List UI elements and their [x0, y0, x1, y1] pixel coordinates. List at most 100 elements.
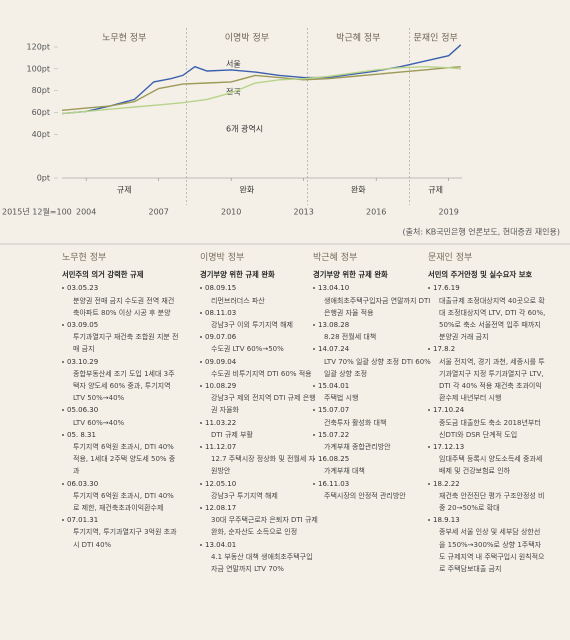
item-date: 16.11.03 [313, 478, 431, 490]
item-text: 12.7 주택시장 정상화 및 전월세 지원방안 [211, 455, 315, 476]
item-date: 12.05.10 [200, 478, 318, 490]
x-tick-label: 2013 [294, 208, 314, 217]
item-text: 주택시장의 안정적 관리방안 [324, 491, 406, 500]
item-date: 17.6.19 [428, 282, 546, 294]
item-date: 13.04.10 [313, 282, 431, 294]
item-text: 종합부동산세 조기 도입 1세대 3주택자 양도세 60% 중과, 투기지역 L… [73, 369, 175, 403]
item-text: 서울 전지역, 경기 과천, 세종시를 투기과열지구 지정 투기과열지구 LTV… [439, 357, 545, 403]
item-date: 06.03.30 [62, 478, 180, 490]
item-date: 09.09.04 [200, 356, 318, 368]
item-text: LTV 70% 일괄 상향 조정 DTI 60% 일괄 상향 조정 [324, 357, 431, 378]
item-date: 16.08.25 [313, 453, 431, 465]
item-date: 13.08.28 [313, 319, 431, 331]
item-date: 03.05.23 [62, 282, 180, 294]
item-text: 투기지역, 투기과열지구 3억원 초과시 DTI 40% [73, 528, 177, 549]
column-heading: 노무현 정부 [62, 253, 107, 263]
item-date: 17.12.13 [428, 441, 546, 453]
item-date: 11.03.22 [200, 417, 318, 429]
item-text: 강남3구 투기지역 해제 [211, 491, 278, 500]
y-tick-label: 60pt [32, 108, 50, 117]
period-policy: 완화 [351, 186, 366, 195]
item-text: 임대주택 등록시 양도소득세 중과세 배제 및 건강보험료 인하 [439, 455, 543, 476]
item-date: 15.07.07 [313, 404, 431, 416]
item-date: 05. 8.31 [62, 429, 180, 441]
y-tick-label: 100pt [27, 64, 50, 73]
item-text: 재건축 안전진단 평가 구조안정성 비중 20→50%로 확대 [439, 491, 545, 513]
column-summary: 서민주의 의거 강력한 규제 [62, 270, 144, 280]
y-tick-label: 0pt [37, 174, 50, 183]
item-date: 05.06.30 [62, 404, 180, 416]
item-date: 08.11.03 [200, 307, 318, 319]
source: (출처: KB국민은행 언론보도, 현대증권 재인용) [402, 227, 560, 237]
item-date: 15.07.22 [313, 429, 431, 441]
base-note: 2015년 12월=100 [2, 207, 72, 217]
item-date: 17.8.2 [428, 343, 546, 355]
item-text: 강남3구 제외 전지역 DTI 규제 은행권 자율화 [211, 394, 316, 415]
item-text: LTV 60%→40% [73, 418, 125, 427]
item-text: 분양권 전매 금지 수도권 전역 재건축아파트 80% 이상 시공 후 분양 [73, 296, 175, 317]
item-date: 07.01.31 [62, 514, 180, 526]
line [61, 66, 461, 111]
item-date: 18.9.13 [428, 514, 546, 526]
y-tick-label: 80pt [32, 86, 50, 95]
item-text: 대출규제 조정대상지역 40곳으로 확대 조정대상지역 LTV, DTI 각 6… [439, 296, 546, 342]
item-date: 13.04.01 [200, 539, 318, 551]
series-label: 서울 [226, 60, 241, 69]
chart: 2015년 12월=100 (출처: KB국민은행 언론보도, 현대증권 재인용… [0, 28, 570, 245]
line [61, 65, 461, 115]
x-tick-label: 2019 [439, 208, 459, 217]
item-date: 09.07.06 [200, 331, 318, 343]
period-policy: 규제 [117, 186, 132, 195]
item-date: 10.08.29 [200, 380, 318, 392]
x-tick-label: 2016 [366, 208, 386, 217]
period-name: 박근혜 정부 [336, 32, 380, 44]
policy-column: 박근혜 정부 경기부양 위한 규제 완화 13.04.10 생애최초주택구입자금 연말… [313, 252, 431, 502]
y-tick-label: 120pt [27, 43, 50, 52]
item-date: 08.09.15 [200, 282, 318, 294]
item-text: 수도권 LTV 60%→50% [211, 345, 284, 354]
item-text: 가계부채 종합관리방안 [324, 443, 391, 452]
item-date: 15.04.01 [313, 380, 431, 392]
item-date: 03.10.29 [62, 356, 180, 368]
period-policy: 완화 [240, 186, 255, 195]
item-text: 생애최초주택구입자금 연말까지 DTI 은행권 자율 적용 [324, 296, 431, 317]
item-text: DTI 규제 부활 [211, 430, 253, 439]
item-date: 14.07.24 [313, 343, 431, 355]
item-date: 03.09.05 [62, 319, 180, 331]
item-date: 12.08.17 [200, 502, 318, 514]
column-heading: 이명박 정부 [200, 253, 245, 263]
item-text: 30대 무주택근로자 은퇴자 DTI 규제 완화, 순자산도 소득으로 인정 [211, 516, 318, 537]
item-text: 가계부채 대책 [324, 467, 365, 476]
y-tick-label: 40pt [32, 130, 50, 139]
period-name: 이명박 정부 [225, 33, 269, 44]
item-text: 종부세 서울 인상 및 세부담 상한선을 150%→300%로 상향 1주택자도… [439, 528, 545, 574]
item-text: 투기과열지구 재건축 조합원 지분 전매 금지 [73, 333, 179, 354]
column-summary: 경기부양 위한 규제 완화 [200, 270, 275, 280]
column-heading: 문재인 정부 [428, 253, 473, 263]
item-text: 수도권 비투기지역 DTI 60% 적용 [211, 369, 312, 378]
item-text: 투기지역 6억원 초과시, DTI 40% 적용, 1세대 2주택 양도세 50… [73, 443, 176, 476]
series-label: 6개 광역시 [226, 124, 263, 134]
x-tick-label: 2010 [221, 208, 241, 217]
item-text: 주택법 시행 [324, 394, 359, 403]
item-date: 17.10.24 [428, 404, 546, 416]
x-tick-label: 2004 [76, 208, 96, 217]
item-text: 4.1 부동산 대책 생애최초주택구입자금 연말까지 LTV 70% [211, 552, 313, 574]
item-date: 11.12.07 [200, 441, 318, 453]
period-policy: 규제 [428, 186, 443, 195]
x-tick-label: 2007 [148, 208, 168, 217]
item-text: 투기지역 6억원 초과시, DTI 40%로 제한, 재건축초과이익환수제 [73, 491, 174, 513]
item-date: 18.2.22 [428, 478, 546, 490]
policy-column: 문재인 정부 서민의 주거안정 및 실수요자 보호 17.6.19 대출규제 조정대상… [428, 252, 546, 575]
item-text: 리먼브러더스 파산 [211, 296, 265, 305]
item-text: 8.28 전월세 대책 [324, 333, 377, 342]
period-name: 문재인 정부 [414, 33, 458, 44]
column-summary: 경기부양 위한 규제 완화 [313, 270, 388, 280]
item-text: 중도금 대출한도 축소 2018년부터 신DTI와 DSR 단계적 도입 [439, 418, 541, 439]
item-text: 강남3구 이외 투기지역 해제 [211, 321, 293, 330]
item-text: 건축투자 활성화 대책 [324, 418, 387, 427]
period-name: 노무현 정부 [102, 33, 146, 44]
